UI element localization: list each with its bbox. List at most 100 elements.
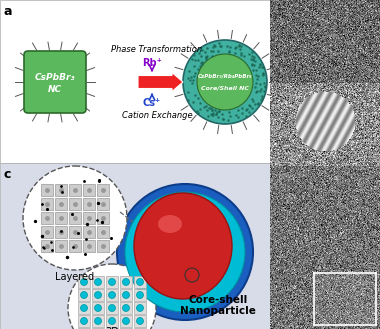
- Bar: [106, 289, 118, 301]
- Text: Cation Exchange: Cation Exchange: [122, 112, 192, 120]
- Bar: [78, 328, 90, 329]
- Text: CsPbBr₃/Rb₄PbBr₆: CsPbBr₃/Rb₄PbBr₆: [198, 73, 252, 79]
- Circle shape: [109, 317, 116, 324]
- Bar: [78, 302, 90, 314]
- Bar: [41, 212, 53, 224]
- Text: Phase Transformation: Phase Transformation: [111, 45, 203, 55]
- Text: a: a: [3, 5, 11, 18]
- Text: Core/Shell NC: Core/Shell NC: [201, 86, 249, 90]
- Bar: [69, 240, 81, 252]
- Bar: [97, 226, 109, 238]
- Bar: [55, 198, 67, 210]
- Bar: [120, 302, 132, 314]
- Circle shape: [197, 54, 253, 110]
- Text: CsPbBr₃: CsPbBr₃: [35, 73, 75, 83]
- Bar: [78, 315, 90, 327]
- Circle shape: [95, 279, 101, 286]
- Text: NC: NC: [48, 86, 62, 94]
- Ellipse shape: [134, 193, 232, 299]
- Bar: [69, 198, 81, 210]
- Circle shape: [95, 305, 101, 312]
- Bar: [270, 0, 380, 163]
- FancyArrow shape: [138, 72, 183, 91]
- Text: Nanoparticle: Nanoparticle: [180, 306, 256, 316]
- Bar: [97, 240, 109, 252]
- Bar: [78, 276, 90, 288]
- Bar: [97, 212, 109, 224]
- Bar: [41, 198, 53, 210]
- Bar: [41, 226, 53, 238]
- Text: 5 nm: 5 nm: [305, 30, 321, 35]
- Bar: [120, 328, 132, 329]
- FancyBboxPatch shape: [24, 51, 86, 113]
- Text: Cs⁺: Cs⁺: [143, 98, 161, 108]
- Bar: [134, 276, 146, 288]
- Circle shape: [183, 40, 267, 124]
- Bar: [270, 246, 380, 329]
- Circle shape: [81, 291, 87, 298]
- Bar: [0, 163, 270, 329]
- Circle shape: [109, 291, 116, 298]
- Bar: [55, 240, 67, 252]
- Bar: [92, 315, 104, 327]
- Bar: [120, 276, 132, 288]
- Bar: [69, 184, 81, 196]
- Circle shape: [95, 291, 101, 298]
- Text: 5 nm: 5 nm: [275, 245, 291, 250]
- Bar: [92, 302, 104, 314]
- Circle shape: [68, 264, 156, 329]
- Text: d: d: [272, 168, 281, 181]
- Text: 50 nm: 50 nm: [275, 158, 295, 163]
- Text: c: c: [3, 168, 10, 181]
- Bar: [97, 198, 109, 210]
- Bar: [55, 226, 67, 238]
- Bar: [78, 289, 90, 301]
- Bar: [55, 212, 67, 224]
- Bar: [41, 184, 53, 196]
- Circle shape: [23, 166, 127, 270]
- Circle shape: [81, 317, 87, 324]
- Circle shape: [95, 317, 101, 324]
- Circle shape: [81, 279, 87, 286]
- Bar: [83, 184, 95, 196]
- Circle shape: [122, 279, 130, 286]
- Circle shape: [109, 305, 116, 312]
- Text: 10 nm: 10 nm: [275, 324, 295, 329]
- Bar: [134, 302, 146, 314]
- Bar: [92, 328, 104, 329]
- Bar: [106, 328, 118, 329]
- Circle shape: [125, 192, 245, 312]
- Bar: [270, 163, 380, 246]
- Text: Core-shell: Core-shell: [188, 295, 248, 305]
- Bar: [134, 328, 146, 329]
- Text: b: b: [272, 5, 281, 18]
- Circle shape: [136, 305, 144, 312]
- Text: Layered: Layered: [55, 272, 95, 282]
- Bar: [55, 184, 67, 196]
- Ellipse shape: [158, 215, 182, 233]
- Circle shape: [122, 317, 130, 324]
- Bar: [106, 276, 118, 288]
- Circle shape: [122, 291, 130, 298]
- Bar: [41, 240, 53, 252]
- Bar: [106, 315, 118, 327]
- Bar: [69, 212, 81, 224]
- Text: e: e: [272, 251, 280, 264]
- Bar: [83, 240, 95, 252]
- Bar: [83, 212, 95, 224]
- Circle shape: [136, 291, 144, 298]
- Text: 3D: 3D: [105, 327, 119, 329]
- Bar: [92, 289, 104, 301]
- Circle shape: [117, 184, 253, 320]
- Bar: [0, 0, 270, 163]
- Bar: [83, 198, 95, 210]
- Bar: [120, 315, 132, 327]
- Circle shape: [136, 317, 144, 324]
- Bar: [69, 226, 81, 238]
- Bar: [83, 226, 95, 238]
- Circle shape: [81, 305, 87, 312]
- Bar: [134, 315, 146, 327]
- Text: Rb⁺: Rb⁺: [142, 58, 162, 68]
- Circle shape: [136, 279, 144, 286]
- Bar: [134, 289, 146, 301]
